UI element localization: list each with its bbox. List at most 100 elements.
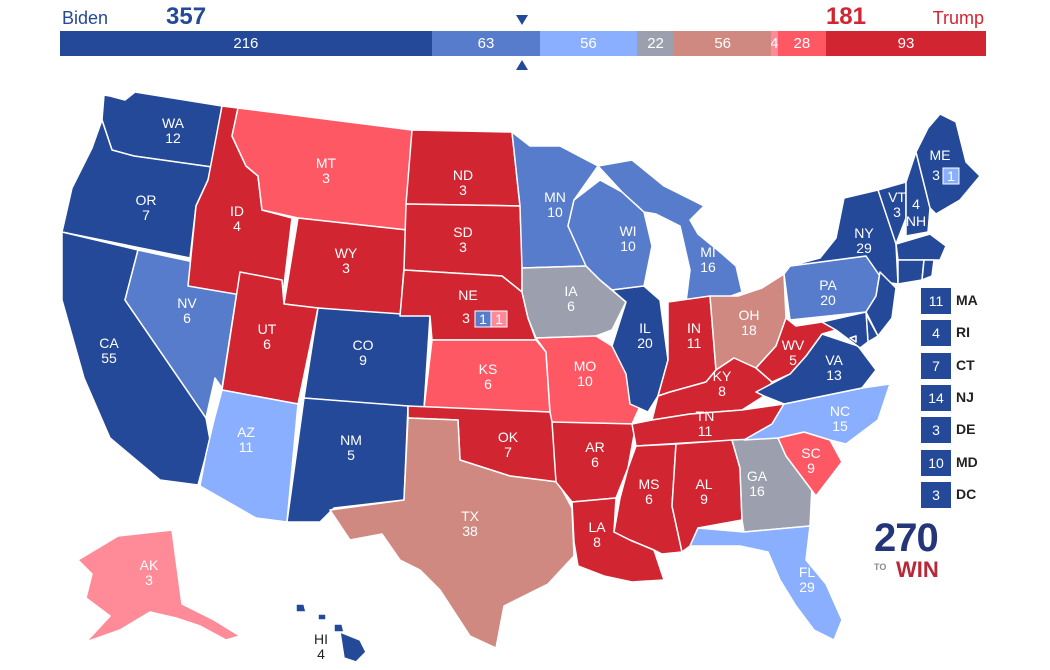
label-KS-abbr: KS (479, 361, 498, 377)
state-DC[interactable] (849, 335, 857, 343)
label-FL-ev: 29 (799, 579, 815, 595)
label-TX-ev: 38 (462, 523, 478, 539)
state-LA[interactable] (571, 497, 665, 583)
state-CT[interactable] (897, 259, 925, 285)
label-AK-abbr: AK (140, 557, 159, 573)
bar-segment-safe-dem[interactable]: 216 (60, 31, 432, 56)
state-RI[interactable] (921, 259, 935, 281)
small-state-box-nj[interactable]: 14 (921, 384, 951, 411)
state-HI[interactable] (295, 603, 367, 663)
label-SC-abbr: SC (801, 445, 820, 461)
small-state-box-ri[interactable]: 4 (921, 320, 951, 347)
label-TN-abbr: TN (696, 408, 715, 424)
dem-ev-total: 357 (166, 3, 207, 30)
electoral-vote-bar: 216 63 56 22 56 4 28 93 (60, 31, 987, 56)
label-ME-abbr: ME (930, 147, 951, 163)
small-state-box-md[interactable]: 10 (921, 449, 951, 476)
small-state-label-nj: NJ (956, 388, 974, 405)
label-ND-ev: 3 (459, 182, 467, 198)
state-MI[interactable] (597, 159, 743, 303)
label-MN-abbr: MN (544, 189, 566, 205)
label-TX-abbr: TX (461, 508, 480, 524)
270-marker-up-icon (516, 60, 528, 70)
label-WA-ev: 12 (165, 130, 181, 146)
label-WI-ev: 10 (620, 238, 636, 254)
state-AK[interactable] (77, 529, 241, 643)
label-MO-abbr: MO (574, 358, 597, 374)
label-MI-ev: 16 (700, 259, 716, 275)
small-state-label-ri: RI (956, 324, 970, 341)
label-VT-abbr: VT (888, 189, 906, 205)
small-state-label-dc: DC (956, 485, 977, 502)
label-UT-abbr: UT (258, 321, 277, 337)
logo-win: WIN (896, 557, 939, 582)
label-NY-abbr: NY (854, 225, 874, 241)
state-AZ[interactable] (199, 389, 299, 523)
small-state-box-dc[interactable]: 3 (921, 481, 951, 508)
label-WV-ev: 5 (789, 352, 797, 368)
logo-to: TO (874, 562, 887, 572)
label-NY-ev: 29 (856, 240, 872, 256)
bar-segment-lean-rep[interactable]: 4 (770, 31, 778, 56)
small-state-box-ma[interactable]: 11 (921, 288, 951, 314)
small-state-box-de[interactable]: 3 (921, 417, 951, 444)
label-AR-ev: 6 (591, 454, 599, 470)
state-IL[interactable] (611, 285, 669, 413)
state-ME[interactable] (915, 113, 981, 215)
label-NM-abbr: NM (340, 432, 362, 448)
label-GA-ev: 16 (749, 483, 765, 499)
dem-candidate-name: Biden (62, 8, 109, 28)
label-KS-ev: 6 (484, 376, 492, 392)
state-MA[interactable] (895, 233, 947, 261)
bar-segment-likely-dem[interactable]: 63 (431, 31, 541, 56)
bar-segment-lean-dem[interactable]: 56 (540, 31, 637, 56)
label-CA-abbr: CA (99, 335, 119, 351)
label-PA-ev: 20 (820, 292, 836, 308)
bar-segment-tilt-rep[interactable]: 56 (674, 31, 771, 56)
label-OH-abbr: OH (739, 307, 760, 323)
label-MN-ev: 10 (547, 204, 563, 220)
small-state-label-ct: CT (956, 356, 975, 373)
label-NV-ev: 6 (183, 310, 191, 326)
state-CO[interactable] (303, 307, 431, 409)
label-CO-abbr: CO (353, 337, 374, 353)
small-state-box-ct[interactable]: 7 (921, 352, 951, 379)
bar-segment-safe-rep[interactable]: 93 (825, 31, 987, 56)
rep-ev-total: 181 (825, 3, 866, 30)
label-AR-abbr: AR (585, 439, 604, 455)
state-TX[interactable] (329, 417, 575, 649)
label-NM-ev: 5 (347, 447, 355, 463)
label-IL-ev: 20 (637, 335, 653, 351)
label-AZ-abbr: AZ (237, 424, 255, 440)
district-boxes (474, 167, 960, 328)
small-state-label-md: MD (956, 453, 978, 470)
label-KY-abbr: KY (713, 368, 732, 384)
label-OR-abbr: OR (136, 192, 157, 208)
label-IL-abbr: IL (639, 320, 651, 336)
me-district-box[interactable] (942, 167, 960, 185)
bar-segment-tossup[interactable]: 22 (636, 31, 675, 56)
label-GA-abbr: GA (747, 468, 768, 484)
label-ID-abbr: ID (230, 203, 244, 219)
small-state-label-ma: MA (956, 292, 978, 308)
label-HI-ev: 4 (317, 646, 325, 662)
label-IA-ev: 6 (567, 298, 575, 314)
rep-candidate-name: Trump (932, 8, 984, 28)
label-MI-abbr: MI (700, 244, 716, 260)
label-IN-abbr: IN (687, 320, 701, 336)
label-WY-abbr: WY (335, 245, 358, 261)
label-AL-abbr: AL (695, 476, 712, 492)
electoral-summary: Biden 357 181 Trump 216 63 56 22 56 4 28 93 (0, 0, 1050, 80)
label-CO-ev: 9 (359, 352, 367, 368)
label-NH-ev: 4 (912, 196, 920, 212)
label-NC-abbr: NC (830, 403, 850, 419)
label-MO-ev: 10 (577, 373, 593, 389)
label-NE-ev: 3 (462, 310, 470, 326)
site-logo[interactable]: 270 TO WIN (874, 518, 954, 588)
270-marker-down-icon (516, 15, 528, 25)
ne-district-box-2[interactable] (490, 310, 508, 328)
label-WV-abbr: WV (782, 337, 805, 353)
bar-segment-likely-rep[interactable]: 28 (777, 31, 826, 56)
state-FL[interactable] (689, 525, 843, 641)
